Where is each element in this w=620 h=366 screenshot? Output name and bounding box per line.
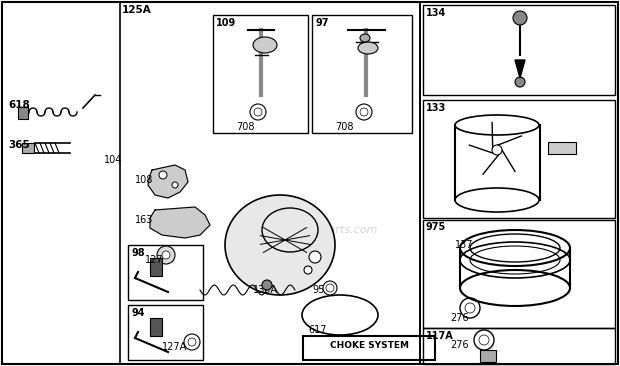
Bar [22, 143, 34, 153]
Bar [128, 245, 203, 300]
Text: 98: 98 [131, 248, 144, 258]
Text: 95: 95 [312, 285, 324, 295]
Circle shape [513, 11, 527, 25]
Text: 125A: 125A [122, 5, 152, 15]
Text: 708: 708 [236, 122, 254, 132]
Circle shape [159, 171, 167, 179]
Bar [18, 107, 28, 119]
Circle shape [157, 246, 175, 264]
Circle shape [162, 251, 170, 259]
Circle shape [304, 266, 312, 274]
Ellipse shape [225, 195, 335, 295]
Bar [150, 318, 162, 336]
Text: 108: 108 [135, 175, 153, 185]
Bar [213, 15, 308, 133]
Text: 97: 97 [315, 18, 329, 28]
Bar [312, 15, 412, 133]
Bar [128, 305, 203, 360]
Bar [150, 258, 162, 276]
Text: 163: 163 [135, 215, 153, 225]
Text: 276: 276 [450, 340, 469, 350]
Text: 134: 134 [426, 8, 446, 18]
Text: 130A: 130A [253, 285, 278, 295]
Ellipse shape [358, 42, 378, 54]
Text: eReplacementParts.com: eReplacementParts.com [242, 225, 378, 235]
Bar [420, 2, 618, 364]
Text: 117A: 117A [426, 331, 454, 341]
Circle shape [309, 251, 321, 263]
Bar [423, 328, 615, 364]
Bar [120, 2, 420, 364]
Text: 975: 975 [426, 222, 446, 232]
Text: 618: 618 [8, 100, 30, 110]
Bar [423, 220, 615, 328]
Bar [303, 336, 435, 360]
Text: 104: 104 [104, 155, 122, 165]
Ellipse shape [253, 37, 277, 53]
Text: 109: 109 [216, 18, 236, 28]
Text: 617: 617 [308, 325, 327, 335]
Polygon shape [148, 165, 188, 198]
Bar [423, 100, 615, 218]
Circle shape [172, 182, 178, 188]
Bar [548, 142, 576, 154]
Text: 127: 127 [145, 255, 164, 265]
Text: 365: 365 [8, 140, 30, 150]
Text: 276: 276 [450, 313, 469, 323]
Ellipse shape [360, 34, 370, 42]
Text: 137: 137 [455, 240, 474, 250]
Text: 708: 708 [335, 122, 353, 132]
Polygon shape [150, 207, 210, 238]
Circle shape [515, 77, 525, 87]
Polygon shape [515, 60, 525, 78]
Text: CHOKE SYSTEM: CHOKE SYSTEM [329, 341, 409, 350]
Circle shape [492, 145, 502, 155]
Circle shape [262, 280, 272, 290]
Text: 133: 133 [426, 103, 446, 113]
Bar [423, 5, 615, 95]
Text: 127A: 127A [162, 342, 187, 352]
Text: 94: 94 [131, 308, 144, 318]
Bar [480, 350, 496, 362]
